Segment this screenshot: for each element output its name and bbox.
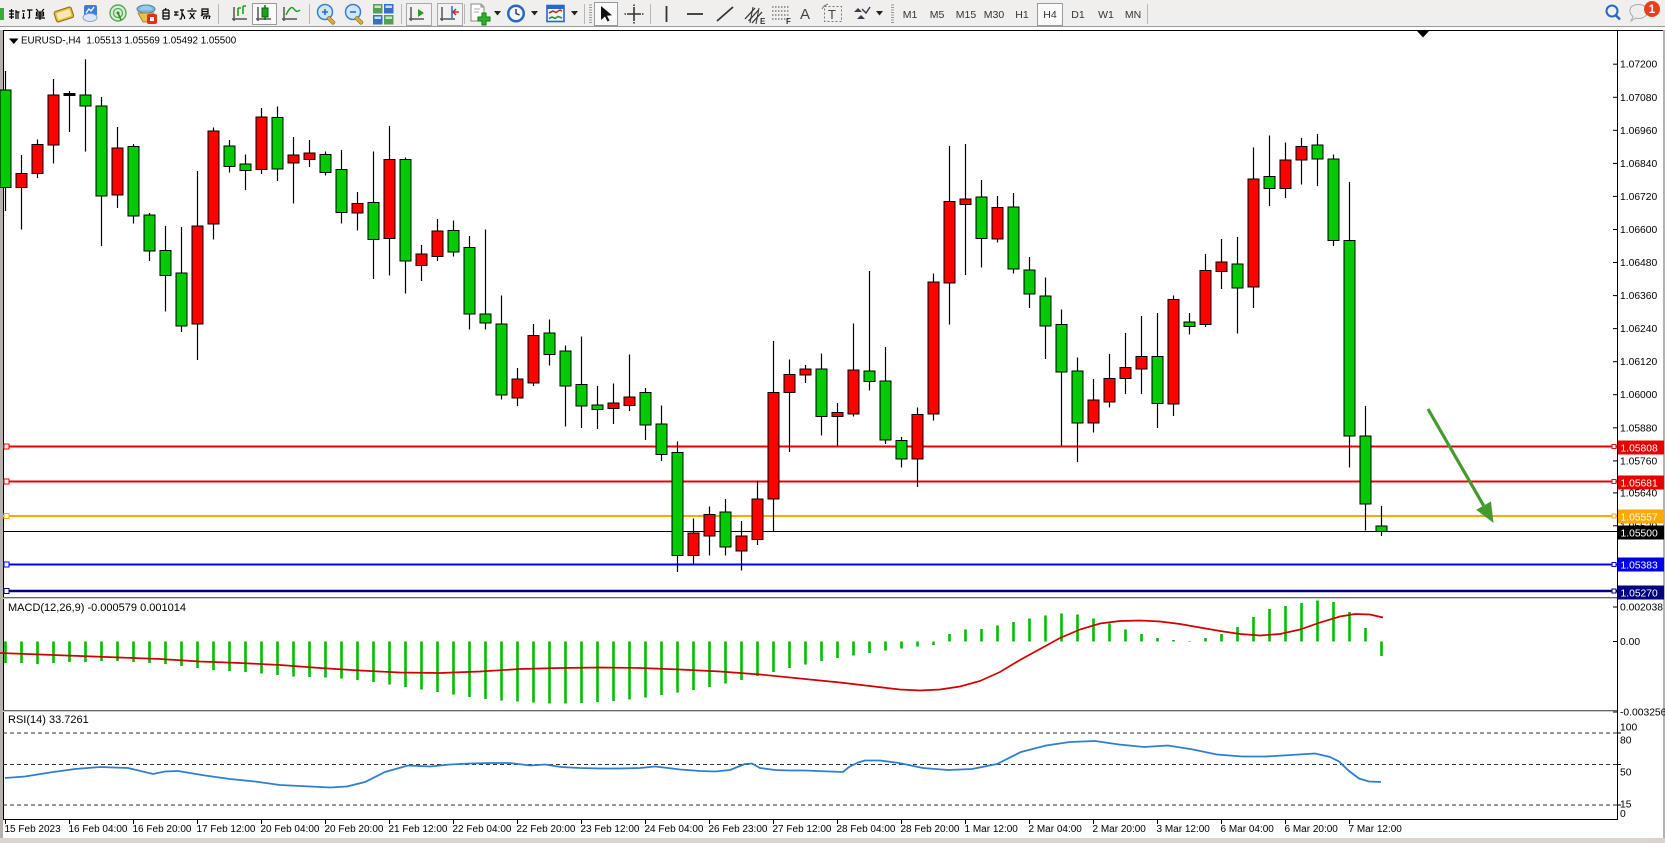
svg-text:15 Feb 2023: 15 Feb 2023 [5, 824, 62, 835]
svg-text:1.06840: 1.06840 [1620, 159, 1657, 170]
svg-text:RSI(14) 33.7261: RSI(14) 33.7261 [8, 714, 89, 726]
svg-text:W1: W1 [1098, 9, 1114, 21]
svg-text:24 Feb 04:00: 24 Feb 04:00 [645, 824, 704, 835]
svg-text:1.05808: 1.05808 [1621, 444, 1658, 455]
svg-text:28 Feb 04:00: 28 Feb 04:00 [837, 824, 896, 835]
svg-text:MACD(12,26,9) -0.000579 0.0010: MACD(12,26,9) -0.000579 0.001014 [8, 602, 186, 614]
svg-text:23 Feb 12:00: 23 Feb 12:00 [581, 824, 640, 835]
svg-text:2 Mar 04:00: 2 Mar 04:00 [1029, 824, 1083, 835]
svg-text:0.002038: 0.002038 [1620, 603, 1663, 614]
svg-text:1.05681: 1.05681 [1621, 479, 1658, 490]
svg-text:100: 100 [1620, 723, 1637, 734]
svg-text:EURUSD-,H4 1.05513 1.05569 1.: EURUSD-,H4 1.05513 1.05569 1.05492 1.055… [21, 36, 237, 47]
svg-text:1.06720: 1.06720 [1620, 192, 1657, 203]
svg-text:26 Feb 23:00: 26 Feb 23:00 [709, 824, 768, 835]
svg-text:1.06360: 1.06360 [1620, 291, 1657, 302]
svg-text:1: 1 [1649, 4, 1656, 16]
svg-text:MN: MN [1125, 9, 1141, 21]
svg-text:E: E [760, 17, 766, 26]
svg-text:H4: H4 [1043, 9, 1057, 21]
svg-text:1.07080: 1.07080 [1620, 93, 1657, 104]
svg-text:1.05880: 1.05880 [1620, 423, 1657, 434]
svg-text:22 Feb 20:00: 22 Feb 20:00 [517, 824, 576, 835]
svg-text:6 Mar 20:00: 6 Mar 20:00 [1285, 824, 1339, 835]
svg-text:1.06240: 1.06240 [1620, 324, 1657, 335]
svg-text:1.05500: 1.05500 [1621, 529, 1658, 540]
svg-text:1.06600: 1.06600 [1620, 225, 1657, 236]
svg-text:D1: D1 [1071, 9, 1085, 21]
svg-text:T: T [828, 7, 836, 22]
svg-text:21 Feb 12:00: 21 Feb 12:00 [389, 824, 448, 835]
svg-text:0.00: 0.00 [1620, 637, 1640, 648]
svg-text:28 Feb 20:00: 28 Feb 20:00 [901, 824, 960, 835]
svg-text:0: 0 [1620, 809, 1626, 820]
svg-text:20 Feb 20:00: 20 Feb 20:00 [325, 824, 384, 835]
svg-text:20 Feb 04:00: 20 Feb 04:00 [261, 824, 320, 835]
svg-text:-0.003256: -0.003256 [1620, 708, 1665, 719]
svg-text:A: A [800, 6, 810, 23]
svg-text:1.05383: 1.05383 [1621, 561, 1658, 572]
svg-text:1.05557: 1.05557 [1621, 513, 1658, 524]
svg-text:22 Feb 04:00: 22 Feb 04:00 [453, 824, 512, 835]
svg-text:1.06960: 1.06960 [1620, 126, 1657, 137]
svg-text:1.05270: 1.05270 [1621, 589, 1658, 600]
svg-text:F: F [786, 17, 791, 26]
svg-text:1.06000: 1.06000 [1620, 390, 1657, 401]
svg-text:1.05640: 1.05640 [1620, 488, 1657, 499]
svg-text:M5: M5 [930, 9, 945, 21]
svg-text:1.06120: 1.06120 [1620, 357, 1657, 368]
svg-text:80: 80 [1620, 736, 1632, 747]
svg-text:1 Mar 12:00: 1 Mar 12:00 [965, 824, 1019, 835]
svg-text:M1: M1 [903, 9, 918, 21]
svg-text:16 Feb 04:00: 16 Feb 04:00 [69, 824, 128, 835]
svg-text:1.07200: 1.07200 [1620, 60, 1657, 71]
svg-text:M15: M15 [956, 9, 977, 21]
svg-text:16 Feb 20:00: 16 Feb 20:00 [133, 824, 192, 835]
svg-text:15: 15 [1620, 800, 1632, 811]
svg-text:27 Feb 12:00: 27 Feb 12:00 [773, 824, 832, 835]
svg-text:1.06480: 1.06480 [1620, 258, 1657, 269]
svg-text:2 Mar 20:00: 2 Mar 20:00 [1093, 824, 1147, 835]
svg-text:50: 50 [1620, 768, 1632, 779]
svg-text:M30: M30 [984, 9, 1005, 21]
svg-text:6 Mar 04:00: 6 Mar 04:00 [1221, 824, 1275, 835]
svg-text:H1: H1 [1015, 9, 1029, 21]
svg-text:7 Mar 12:00: 7 Mar 12:00 [1349, 824, 1403, 835]
svg-text:1.05760: 1.05760 [1620, 456, 1657, 467]
svg-text:17 Feb 12:00: 17 Feb 12:00 [197, 824, 256, 835]
svg-text:3 Mar 12:00: 3 Mar 12:00 [1157, 824, 1211, 835]
